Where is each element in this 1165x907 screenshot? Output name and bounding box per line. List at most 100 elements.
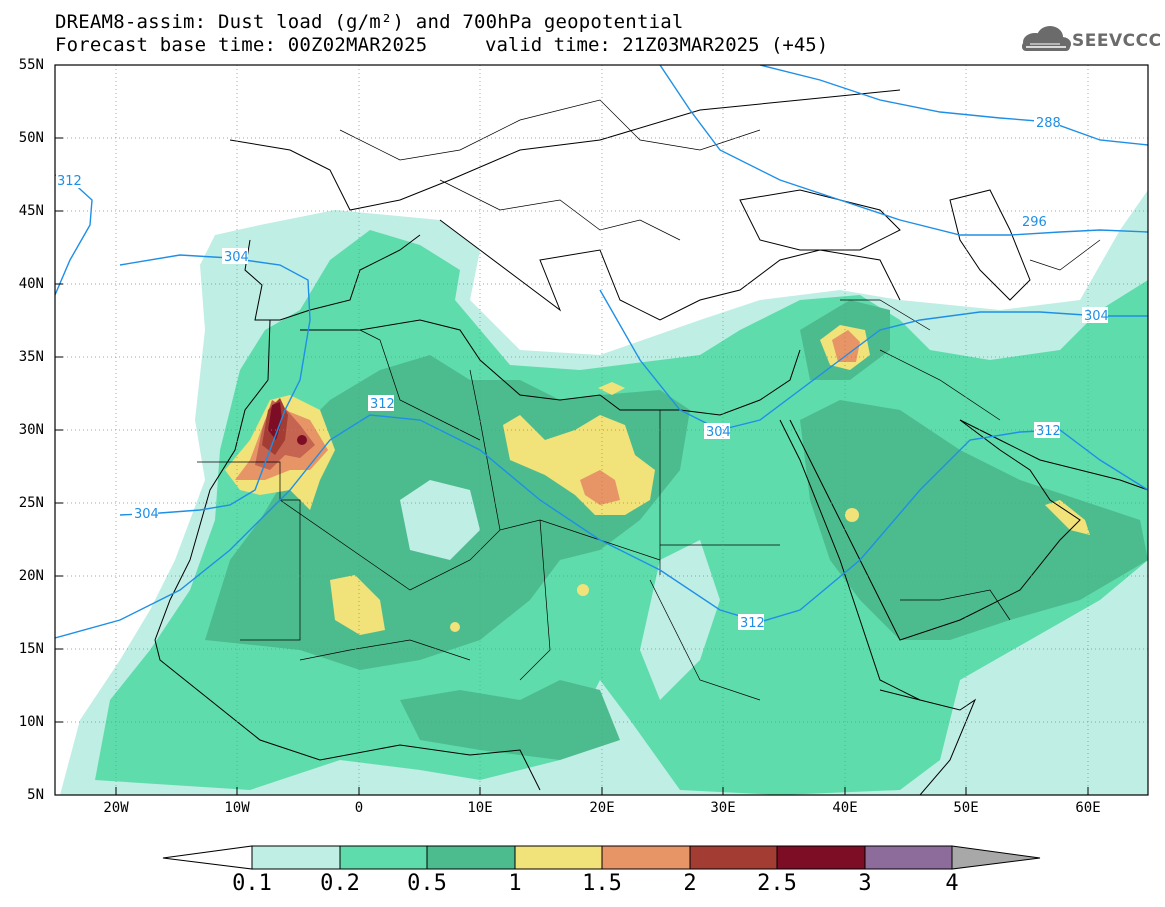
lon-label: 30E (710, 800, 736, 816)
border (359, 329, 481, 441)
dust-fields (60, 190, 1148, 795)
lat-label: 5N (27, 787, 44, 803)
border (279, 499, 501, 591)
map-title: DREAM8-assim: Dust load (g/m²) and 700hP… (55, 11, 684, 33)
cloud-icon (1022, 26, 1071, 51)
dust-level-0.5 (400, 680, 620, 760)
coastline-north-africa (300, 319, 801, 416)
contour-304-east (599, 289, 1148, 431)
lat-label: 45N (18, 203, 44, 219)
dust-level-1 (598, 382, 625, 395)
geopotential-contours (55, 65, 1148, 639)
colorbar-bin (514, 845, 603, 870)
dust-level-1 (450, 622, 460, 632)
border (469, 369, 661, 561)
colorbar-label: 2.5 (757, 871, 797, 896)
contour-312-mid (55, 414, 1148, 639)
lon-label: 20E (589, 800, 615, 816)
contour-288 (759, 65, 1148, 146)
dust-level-1.5 (832, 330, 860, 362)
lat-label: 25N (18, 495, 44, 511)
colorbar-bin (426, 845, 516, 870)
coastline-italy-balkans (439, 219, 901, 321)
lat-label: 40N (18, 276, 44, 292)
coastlines (154, 89, 1148, 795)
colorbar-under (162, 845, 253, 870)
colorbar-label: 0.2 (320, 871, 360, 896)
border (649, 579, 761, 701)
lat-label: 15N (18, 641, 44, 657)
lat-label: 55N (18, 57, 44, 73)
contour-label: 304 (1084, 309, 1109, 324)
colorbar-over (951, 845, 1041, 870)
lat-label: 50N (18, 130, 44, 146)
lon-label: 0 (354, 800, 364, 816)
contour-label: 304 (224, 250, 249, 265)
dust-hole (400, 480, 480, 560)
contour-label: 304 (706, 425, 731, 440)
contour-labels: 312 304 312 304 304 312 312 296 288 304 (56, 114, 1109, 631)
lon-label: 60E (1075, 800, 1101, 816)
dust-level-1.5 (580, 470, 620, 505)
axis-ticks (55, 64, 1089, 796)
colorbar-bin (776, 845, 866, 870)
colorbar-label: 1 (508, 871, 522, 896)
gridlines (55, 65, 1148, 795)
colorbar-label: 4 (945, 871, 959, 896)
seevccc-logo: SEEVCCC (1072, 31, 1162, 51)
colorbar-label: 1.5 (582, 871, 622, 896)
lon-label: 40E (832, 800, 858, 816)
border (879, 349, 1001, 421)
dust-level-0.5 (800, 400, 1148, 640)
colorbar-label: 0.1 (232, 871, 272, 896)
dust-level-1 (577, 584, 589, 596)
contour-label: 304 (134, 507, 159, 522)
coastline-iberia (244, 234, 421, 321)
colorbar-label: 2 (683, 871, 697, 896)
colorbar (162, 845, 1041, 870)
lon-label: 20W (103, 800, 129, 816)
border (900, 589, 1011, 621)
colorbar-bin (251, 845, 341, 870)
lat-label: 20N (18, 568, 44, 584)
lon-label: 10W (224, 800, 250, 816)
contour-label: 312 (1036, 424, 1061, 439)
contour-label: 312 (740, 616, 765, 631)
valid-time: valid time: 21Z03MAR2025 (+45) (485, 34, 829, 56)
dust-level-3 (268, 402, 282, 440)
border (299, 639, 471, 661)
border (339, 99, 761, 161)
colorbar-label: 0.5 (407, 871, 447, 896)
dust-level-1 (330, 575, 385, 635)
coastline-red-sea (779, 419, 921, 701)
coastline-black-sea (739, 189, 901, 251)
contour-label: 312 (370, 397, 395, 412)
coastline-europe (229, 89, 901, 211)
lat-label: 35N (18, 349, 44, 365)
lon-label: 10E (467, 800, 493, 816)
border (1029, 239, 1101, 271)
dust-hole (640, 540, 720, 700)
forecast-base-time: Forecast base time: 00Z02MAR2025 (55, 34, 428, 56)
border (840, 299, 931, 331)
coastline-caspian (949, 189, 1031, 301)
coastline-horn (879, 689, 977, 795)
border (519, 519, 551, 681)
coastline-arabia (789, 419, 1081, 641)
colorbar-bin (339, 845, 428, 870)
contour-label: 296 (1022, 215, 1047, 230)
lat-label: 10N (18, 714, 44, 730)
border (439, 179, 681, 241)
dust-level-1 (845, 508, 859, 522)
dust-level-3 (297, 435, 307, 445)
contour-312-west (55, 174, 93, 296)
colorbar-label: 3 (858, 871, 872, 896)
contour-label: 288 (1036, 116, 1061, 131)
contour-label: 312 (57, 174, 82, 189)
contour-296 (659, 65, 1148, 236)
colorbar-bin (864, 845, 953, 870)
dust-level-1 (1045, 500, 1090, 535)
colorbar-bin (601, 845, 691, 870)
colorbar-bin (689, 845, 778, 870)
